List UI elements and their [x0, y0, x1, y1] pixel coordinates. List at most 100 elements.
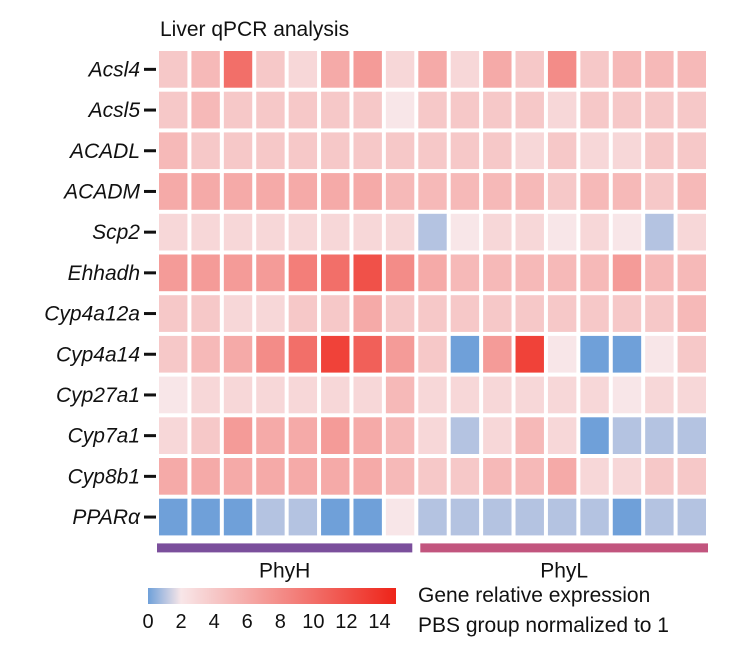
heatmap-cell	[191, 458, 220, 495]
heatmap-cell	[385, 132, 415, 170]
row-label: Cyp4a12a	[44, 303, 140, 326]
heatmap-cell	[450, 132, 480, 170]
heatmap-cell	[483, 335, 512, 373]
colorbar-tick-label: 6	[242, 611, 253, 633]
heatmap-cell	[223, 173, 253, 210]
heatmap-cell	[645, 295, 674, 332]
heatmap-cell	[515, 335, 544, 373]
heatmap-cell	[353, 335, 382, 373]
heatmap-cell	[580, 91, 609, 129]
heatmap-cell	[159, 51, 188, 88]
heatmap-cell	[580, 213, 609, 251]
heatmap-cell	[418, 417, 447, 454]
heatmap-cell	[223, 458, 253, 495]
heatmap-cell	[612, 254, 642, 292]
heatmap-cell	[483, 458, 512, 495]
heatmap-cell	[418, 335, 447, 373]
row-label: ACADM	[62, 180, 140, 203]
heatmap-cell	[256, 458, 285, 495]
heatmap-cell	[159, 91, 188, 129]
heatmap-cell	[645, 213, 674, 251]
heatmap-cell	[191, 335, 220, 373]
heatmap-cell	[321, 295, 350, 332]
heatmap-cell	[288, 417, 318, 454]
heatmap-cell	[321, 498, 350, 536]
heatmap-cell	[580, 498, 609, 536]
heatmap-cell	[515, 91, 544, 129]
heatmap-cell	[450, 51, 480, 88]
group-bar	[157, 543, 413, 553]
row-label: Cyp4a14	[56, 343, 140, 366]
row-label: PPARα	[72, 506, 141, 529]
heatmap-cell	[483, 51, 512, 88]
heatmap-cell	[645, 254, 674, 292]
heatmap-cell	[580, 254, 609, 292]
heatmap-cell	[353, 295, 382, 332]
group-label: PhyH	[259, 559, 310, 582]
colorbar	[148, 588, 396, 604]
heatmap-cell	[450, 91, 480, 129]
heatmap-cell	[612, 91, 642, 129]
heatmap-cell	[256, 498, 285, 536]
heatmap-cell	[547, 376, 577, 414]
heatmap-cell	[321, 335, 350, 373]
heatmap-cell	[288, 132, 318, 170]
heatmap-cell	[612, 132, 642, 170]
colorbar-tick-label: 2	[176, 611, 187, 633]
heatmap-cell	[191, 254, 220, 292]
heatmap-cell	[450, 335, 480, 373]
colorbar-tick-label: 14	[368, 611, 390, 633]
heatmap-cell	[159, 417, 188, 454]
heatmap-cell	[677, 51, 706, 88]
heatmap-cell	[385, 417, 415, 454]
row-label: Scp2	[92, 221, 140, 244]
heatmap-cell	[418, 254, 447, 292]
heatmap-cell	[223, 91, 253, 129]
heatmap-cell	[580, 173, 609, 210]
heatmap-cell	[645, 417, 674, 454]
heatmap-cell	[288, 91, 318, 129]
heatmap-cell	[256, 335, 285, 373]
heatmap-cell	[547, 295, 577, 332]
heatmap-cell	[580, 335, 609, 373]
heatmap-cell	[645, 91, 674, 129]
heatmap-cell	[580, 458, 609, 495]
heatmap-cell	[191, 51, 220, 88]
heatmap-cell	[418, 132, 447, 170]
heatmap-cell	[580, 295, 609, 332]
heatmap-cell	[353, 91, 382, 129]
colorbar-tick-label: 0	[142, 611, 153, 633]
heatmap-cell	[515, 376, 544, 414]
heatmap-cell	[256, 417, 285, 454]
heatmap-cell	[677, 173, 706, 210]
heatmap-cell	[483, 376, 512, 414]
heatmap-cell	[645, 335, 674, 373]
heatmap-cell	[159, 295, 188, 332]
heatmap-cell	[353, 51, 382, 88]
heatmap-cell	[288, 173, 318, 210]
heatmap-cell	[159, 498, 188, 536]
heatmap-cell	[677, 132, 706, 170]
row-label: Cyp7a1	[68, 425, 140, 448]
heatmap-cell	[418, 51, 447, 88]
heatmap-cell	[385, 458, 415, 495]
heatmap-cell	[645, 376, 674, 414]
heatmap-cell	[580, 417, 609, 454]
heatmap-cell	[159, 335, 188, 373]
heatmap-cell	[418, 498, 447, 536]
heatmap-cell	[159, 458, 188, 495]
heatmap-cell	[353, 417, 382, 454]
colorbar-tick-label: 12	[335, 611, 357, 633]
heatmap-cell	[483, 213, 512, 251]
heatmap-cell	[288, 213, 318, 251]
heatmap-cell	[450, 417, 480, 454]
heatmap-cell	[256, 376, 285, 414]
heatmap-cell	[223, 254, 253, 292]
heatmap-cell	[159, 173, 188, 210]
heatmap-cell	[547, 51, 577, 88]
heatmap-cell	[677, 91, 706, 129]
heatmap-cell	[677, 254, 706, 292]
heatmap-cell	[321, 173, 350, 210]
heatmap-cell	[385, 254, 415, 292]
colorbar-label-line1: Gene relative expression	[418, 584, 651, 607]
